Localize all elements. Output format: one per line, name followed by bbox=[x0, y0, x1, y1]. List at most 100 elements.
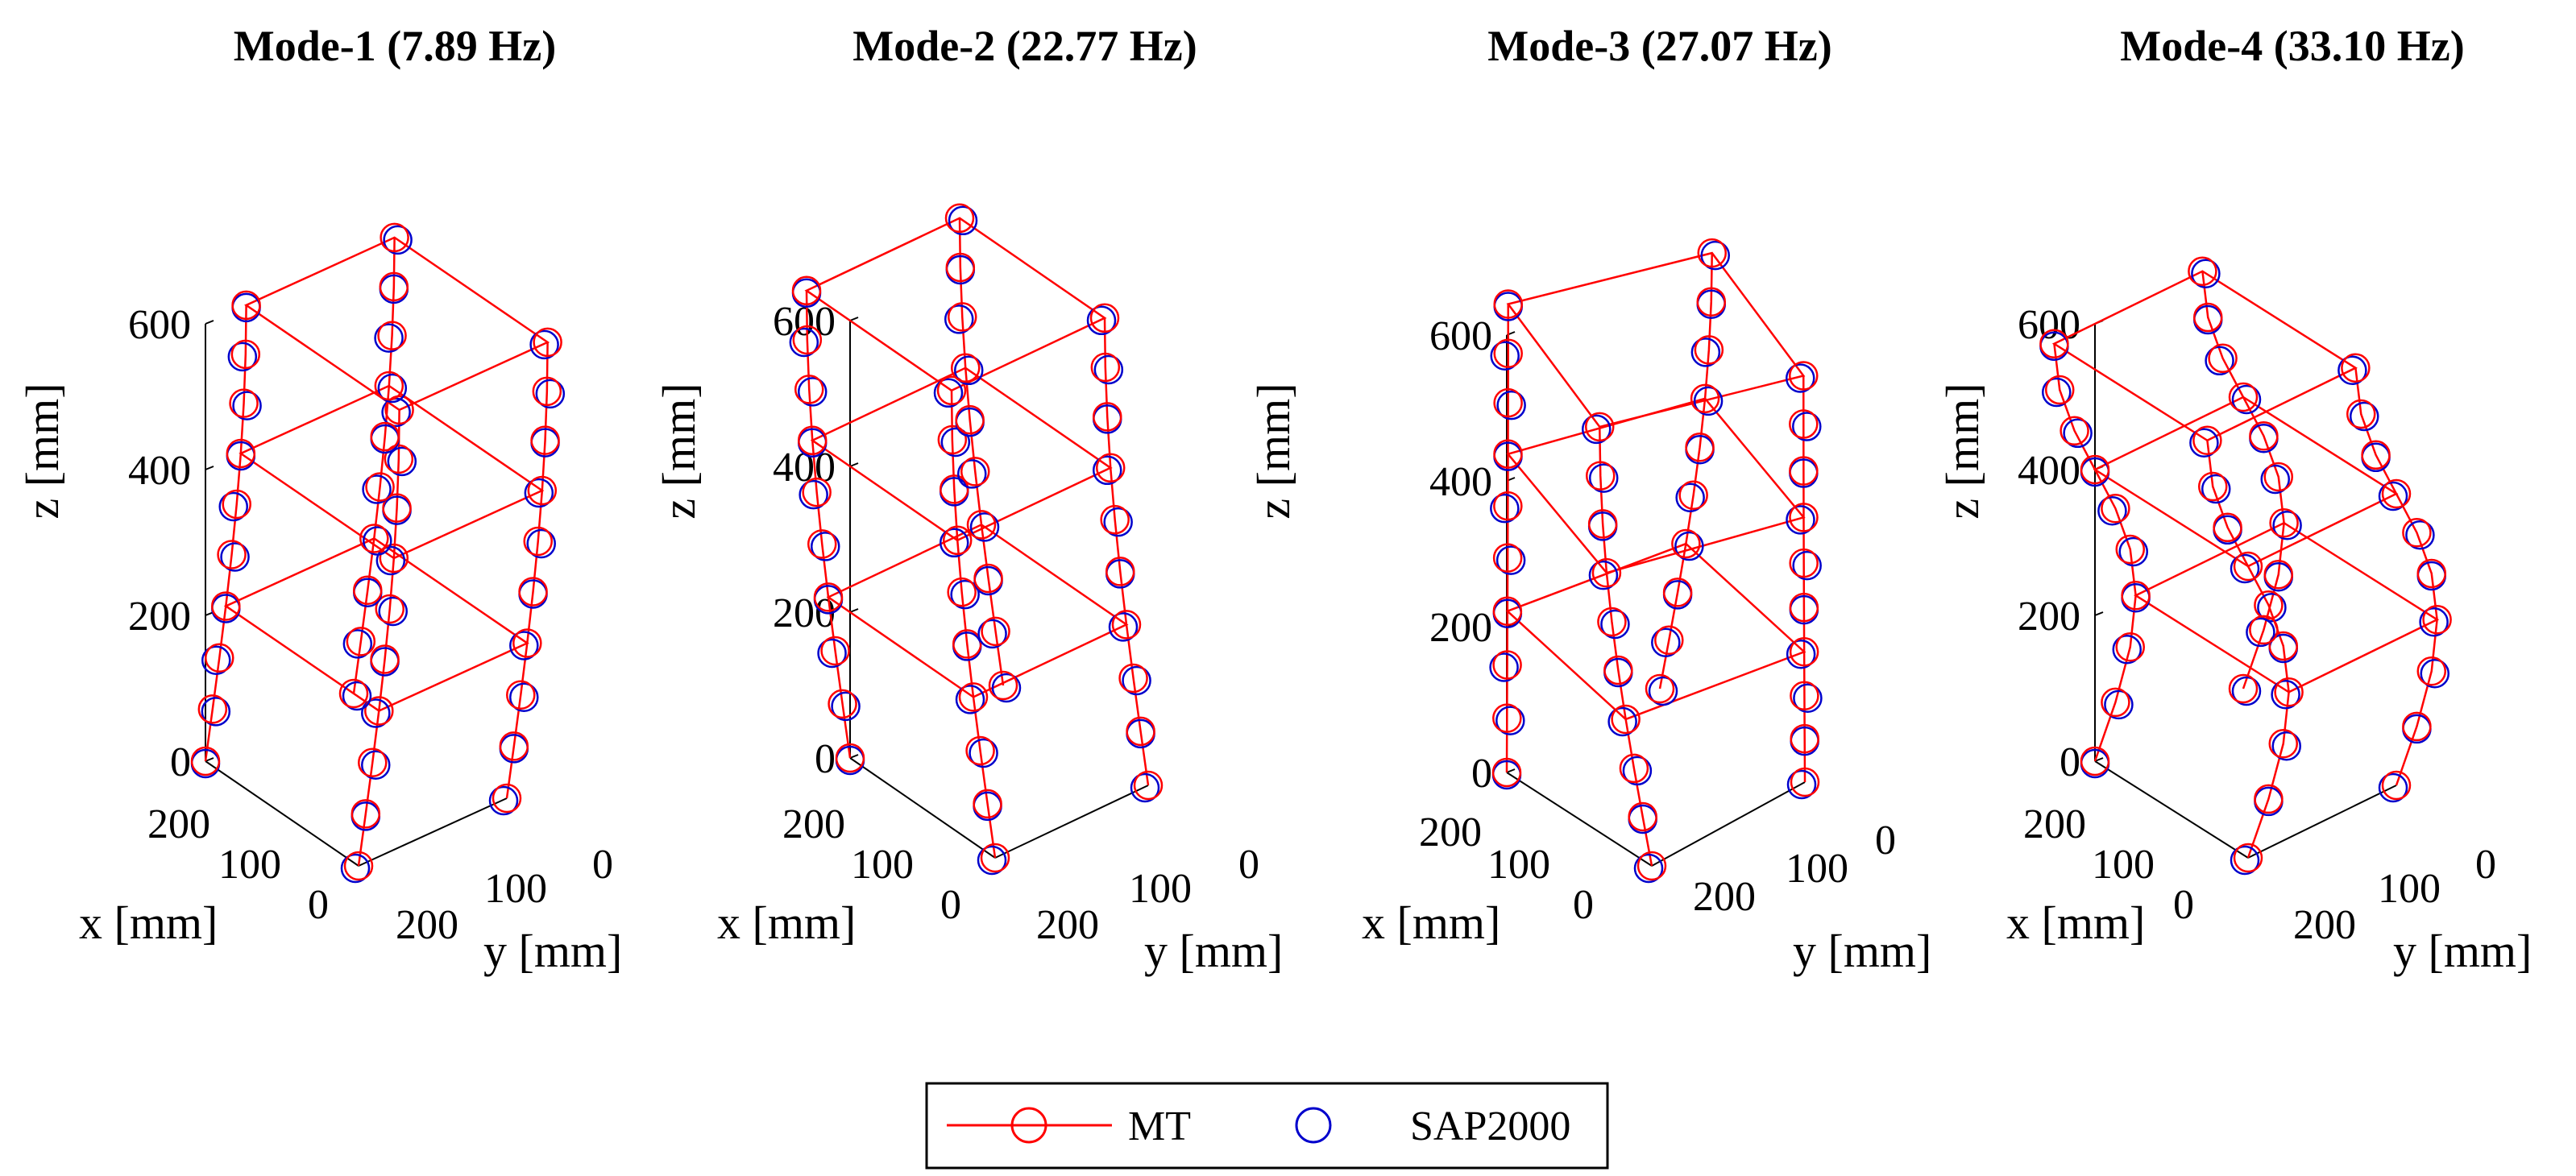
mt-point bbox=[1491, 757, 1522, 788]
mt-floor-line bbox=[1506, 251, 1806, 429]
mt-column-line bbox=[958, 217, 1005, 686]
mt-point bbox=[2197, 471, 2228, 502]
sap2000-point bbox=[488, 785, 519, 816]
sap2000-point bbox=[383, 225, 413, 255]
mt-point bbox=[942, 525, 973, 556]
sap2000-point bbox=[1786, 769, 1817, 800]
legend-mt-marker bbox=[1010, 1107, 1047, 1144]
x-tick-label: 100 bbox=[1487, 842, 1550, 888]
mt-point bbox=[2269, 508, 2299, 538]
sap2000-point bbox=[948, 205, 978, 236]
sap2000-point bbox=[977, 619, 1007, 649]
mt-column-line bbox=[1103, 317, 1150, 786]
mt-point bbox=[375, 594, 404, 624]
mt-point bbox=[944, 203, 975, 234]
sap2000-point bbox=[377, 373, 408, 404]
mt-column-line bbox=[357, 409, 400, 867]
mt-point bbox=[2422, 605, 2452, 635]
mt-point bbox=[828, 689, 857, 719]
mt-column-line bbox=[1505, 304, 1509, 773]
mt-point bbox=[1790, 723, 1819, 754]
mt-column-line bbox=[2201, 271, 2285, 689]
mt-point bbox=[2274, 677, 2304, 707]
mt-point bbox=[2044, 375, 2075, 405]
mt-point bbox=[947, 302, 977, 332]
mt-point bbox=[952, 629, 982, 659]
mt-point bbox=[382, 493, 412, 523]
mt-point bbox=[936, 375, 967, 406]
y-tick-label: 0 bbox=[592, 842, 613, 888]
mt-point bbox=[1587, 509, 1618, 539]
sap2000-point bbox=[1495, 545, 1526, 575]
mt-point bbox=[226, 438, 256, 469]
mt-point bbox=[1126, 716, 1155, 747]
mt-point bbox=[958, 682, 989, 712]
x-axis-label: x [mm] bbox=[717, 896, 856, 949]
mt-point bbox=[2381, 770, 2412, 801]
mt-point bbox=[2192, 425, 2222, 455]
sap2000-point bbox=[969, 512, 1000, 542]
mt-point bbox=[2101, 493, 2130, 524]
sap2000-point bbox=[939, 528, 969, 558]
mt-point bbox=[377, 321, 407, 350]
mt-point bbox=[1095, 453, 1126, 483]
mt-column-line bbox=[1658, 253, 1713, 689]
mt-point bbox=[1492, 543, 1523, 573]
mt-point bbox=[346, 627, 376, 656]
y-tick-label: 0 bbox=[1238, 842, 1259, 888]
mt-point bbox=[222, 489, 251, 520]
z-tick-label: 0 bbox=[170, 739, 191, 785]
mt-point bbox=[190, 746, 221, 776]
sap2000-point bbox=[2189, 428, 2219, 458]
sap2000-point bbox=[1588, 463, 1619, 493]
sap2000-point bbox=[1674, 531, 1704, 561]
panel-title: Mode-1 (7.89 Hz) bbox=[234, 22, 556, 70]
sap2000-point bbox=[1496, 390, 1526, 420]
mt-point bbox=[802, 477, 832, 507]
sap2000-point bbox=[797, 377, 828, 407]
sap2000-point bbox=[524, 478, 554, 508]
mt-point bbox=[1619, 753, 1649, 784]
z-tick bbox=[849, 608, 859, 613]
mt-point bbox=[370, 644, 400, 674]
mt-point bbox=[973, 563, 1003, 594]
mt-point bbox=[1789, 548, 1819, 578]
sap2000-point bbox=[340, 853, 371, 884]
mt-floor-line bbox=[2051, 270, 2358, 441]
z-tick-label: 600 bbox=[128, 302, 191, 348]
sap2000-point bbox=[509, 682, 539, 713]
sap2000-point bbox=[2378, 772, 2408, 803]
legend-mt-label: MT bbox=[1128, 1104, 1191, 1149]
y-tick-label: 200 bbox=[396, 902, 458, 948]
sap2000-point bbox=[232, 391, 262, 420]
mt-point bbox=[791, 275, 822, 306]
mt-point bbox=[1603, 655, 1633, 685]
mt-point bbox=[2346, 399, 2376, 429]
mt-point bbox=[205, 643, 234, 673]
mt-point bbox=[1789, 409, 1819, 439]
mt-point bbox=[1662, 578, 1693, 607]
x-axis-label: x [mm] bbox=[79, 896, 218, 949]
mt-point bbox=[532, 376, 562, 407]
mt-point bbox=[211, 591, 241, 621]
sap2000-point bbox=[2231, 676, 2262, 706]
mt-point bbox=[370, 421, 400, 452]
sap2000-point bbox=[361, 750, 391, 781]
mt-point bbox=[384, 444, 414, 474]
mt-floor-line bbox=[2093, 395, 2399, 568]
x-axis bbox=[205, 760, 359, 867]
y-axis bbox=[994, 785, 1149, 859]
x-tick-label: 200 bbox=[147, 801, 210, 847]
mt-point bbox=[1493, 338, 1523, 368]
sap2000-point bbox=[529, 329, 559, 360]
mt-point bbox=[379, 271, 409, 302]
mt-point bbox=[2192, 302, 2223, 333]
sap2000-point bbox=[1588, 560, 1619, 590]
sap2000-point bbox=[363, 526, 392, 556]
sap2000-point bbox=[378, 596, 408, 627]
z-tick-label: 600 bbox=[1429, 313, 1492, 359]
mt-point bbox=[980, 843, 1010, 873]
y-axis-label: y [mm] bbox=[483, 925, 622, 977]
mt-point bbox=[1492, 703, 1522, 733]
